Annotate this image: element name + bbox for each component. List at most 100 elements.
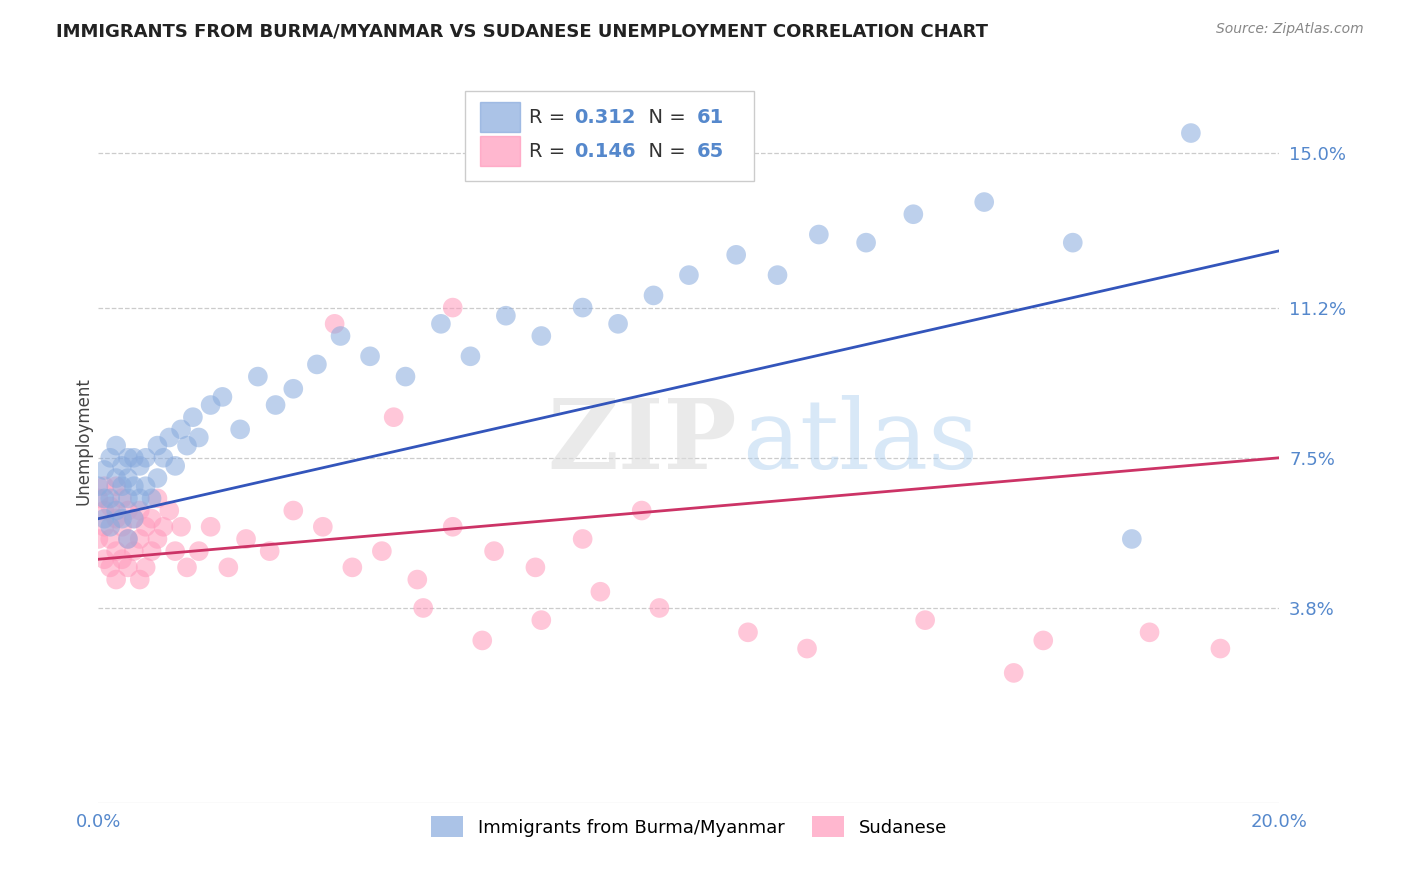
Point (460, 349, 482, 363)
Point (93, 479, 115, 493)
Point (766, 268, 789, 282)
Point (98, 450, 121, 465)
Point (630, 503, 652, 517)
Point (394, 369, 416, 384)
Point (589, 584, 612, 599)
Point (128, 491, 150, 506)
Point (737, 625, 759, 640)
Point (200, 520, 222, 534)
Point (648, 601, 671, 615)
Text: ZIP: ZIP (547, 394, 737, 489)
Point (87, 532, 110, 546)
Point (98, 560, 121, 574)
Point (111, 552, 134, 566)
Point (141, 511, 163, 525)
Point (217, 560, 239, 574)
Point (117, 450, 139, 465)
Text: 61: 61 (697, 108, 724, 127)
Point (495, 309, 517, 323)
Text: IMMIGRANTS FROM BURMA/MYANMAR VS SUDANESE UNEMPLOYMENT CORRELATION CHART: IMMIGRANTS FROM BURMA/MYANMAR VS SUDANES… (56, 22, 988, 40)
Point (973, 195, 995, 210)
Point (1121, 532, 1143, 546)
Point (105, 511, 128, 525)
Point (725, 248, 748, 262)
Point (530, 329, 553, 343)
Point (135, 520, 157, 534)
Point (105, 439, 128, 453)
FancyBboxPatch shape (479, 136, 520, 166)
Point (323, 317, 346, 331)
Point (157, 503, 180, 517)
Point (98, 532, 121, 546)
Point (105, 573, 128, 587)
Point (128, 503, 150, 517)
Point (122, 544, 145, 558)
Point (98, 500, 121, 514)
Point (93, 552, 115, 566)
Point (1180, 126, 1202, 140)
Point (152, 450, 174, 465)
Point (117, 471, 139, 485)
Point (903, 207, 925, 221)
Point (1032, 633, 1054, 648)
Point (259, 544, 281, 558)
Point (93, 511, 115, 525)
Point (1062, 235, 1084, 250)
Point (146, 491, 169, 506)
Point (122, 479, 145, 493)
Legend: Immigrants from Burma/Myanmar, Sudanese: Immigrants from Burma/Myanmar, Sudanese (423, 809, 955, 845)
Point (98, 491, 121, 506)
Point (200, 398, 222, 412)
Point (111, 479, 134, 493)
Point (807, 227, 830, 242)
Point (1139, 625, 1161, 640)
Point (430, 317, 453, 331)
Text: Source: ZipAtlas.com: Source: ZipAtlas.com (1216, 22, 1364, 37)
Point (312, 520, 335, 534)
Point (135, 560, 157, 574)
Point (246, 369, 269, 384)
Point (146, 532, 169, 546)
Point (128, 573, 150, 587)
Point (146, 471, 169, 485)
Point (105, 544, 128, 558)
Point (678, 268, 700, 282)
Point (146, 439, 169, 453)
Point (170, 520, 193, 534)
Point (122, 511, 145, 525)
FancyBboxPatch shape (479, 102, 520, 132)
Text: N =: N = (636, 142, 692, 161)
Point (329, 329, 352, 343)
Text: R =: R = (530, 142, 572, 161)
Point (855, 235, 877, 250)
Point (141, 544, 163, 558)
Point (571, 532, 593, 546)
Point (482, 544, 505, 558)
Point (359, 349, 381, 363)
Point (87, 491, 110, 506)
Point (135, 479, 157, 493)
Text: R =: R = (530, 108, 572, 127)
Point (371, 544, 394, 558)
Point (105, 471, 128, 485)
Point (914, 613, 936, 627)
Point (93, 520, 115, 534)
Point (93, 463, 115, 477)
Point (342, 560, 364, 574)
Point (441, 301, 464, 315)
Point (128, 458, 150, 473)
Point (98, 520, 121, 534)
Point (283, 503, 305, 517)
Point (283, 382, 305, 396)
Y-axis label: Unemployment: Unemployment (75, 377, 93, 506)
Point (117, 503, 139, 517)
Point (152, 520, 174, 534)
Point (122, 450, 145, 465)
Point (128, 532, 150, 546)
Point (117, 532, 139, 546)
Point (122, 511, 145, 525)
Point (1002, 665, 1025, 680)
Text: 65: 65 (697, 142, 724, 161)
Point (105, 479, 128, 493)
Point (264, 398, 287, 412)
